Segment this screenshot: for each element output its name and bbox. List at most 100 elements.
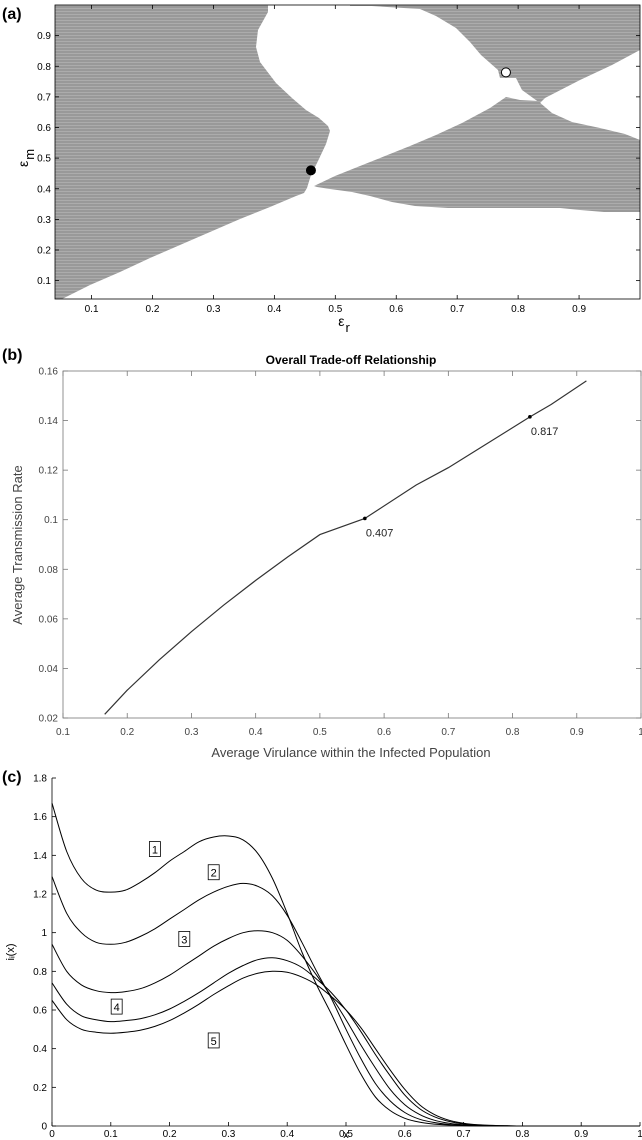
panel-b-title: Overall Trade-off Relationship xyxy=(266,353,437,367)
c-xtick-label: 0.3 xyxy=(221,1129,235,1140)
panel-c-ylabel: iᵢ(x) xyxy=(5,944,17,961)
series-label-5: 5 xyxy=(211,1036,217,1048)
panel-c-series xyxy=(51,802,640,1127)
series-label-2: 2 xyxy=(211,868,217,880)
c-xtick-label: 0.7 xyxy=(457,1129,471,1140)
b-xtick-label: 0.7 xyxy=(441,727,455,738)
open-point xyxy=(500,67,511,78)
c-xtick-label: 0.2 xyxy=(163,1129,177,1140)
panel-a-ticks: 0.1 0.2 0.3 0.4 0.5 0.6 0.7 0.8 0.9 0.1 0.2 0.3 0.4 0… xyxy=(37,5,640,315)
a-xtick-label: 0.4 xyxy=(267,304,281,315)
b-ytick-label: 0.06 xyxy=(39,614,59,625)
series-line-5 xyxy=(51,970,640,1127)
panel-b-label: (b) xyxy=(2,347,22,364)
panel-a-axes-frame xyxy=(54,4,641,300)
panel-a-xlabel-sub: r xyxy=(345,320,350,335)
c-xtick-label: 0.8 xyxy=(515,1129,529,1140)
a-ytick-label: 0.9 xyxy=(37,31,51,42)
panel-a-ylabel-main: ε xyxy=(15,161,31,167)
b-xtick-label: 0.5 xyxy=(313,727,327,738)
c-ytick-label: 1.8 xyxy=(33,774,47,785)
c-xtick-label: 0.5 xyxy=(339,1129,353,1140)
tradeoff-line xyxy=(104,380,587,715)
b-xtick-label: 1 xyxy=(638,727,642,738)
b-ytick-label: 0.16 xyxy=(39,367,59,378)
b-annotation-label: 0.817 xyxy=(531,426,559,438)
panel-c-series-labels: 1 2 3 4 5 xyxy=(110,841,220,1049)
a-xtick-label: 0.5 xyxy=(328,304,342,315)
stable-region-2 xyxy=(355,5,640,103)
a-ytick-label: 0.2 xyxy=(37,246,51,257)
c-ytick-label: 1 xyxy=(41,928,47,939)
a-ytick-label: 0.5 xyxy=(37,154,51,165)
c-xtick-label: 0.1 xyxy=(104,1129,118,1140)
a-ytick-label: 0.8 xyxy=(37,62,51,73)
b-xtick-label: 0.1 xyxy=(56,727,70,738)
b-ytick-label: 0.04 xyxy=(39,664,59,675)
b-ytick-label: 0.1 xyxy=(44,515,58,526)
b-xtick-label: 0.6 xyxy=(377,727,391,738)
c-ytick-label: 0 xyxy=(41,1122,47,1133)
series-label-box-2 xyxy=(207,864,220,881)
series-label-box-4 xyxy=(110,998,123,1015)
panel-a-xlabel-main: ε xyxy=(338,313,344,329)
c-ytick-label: 1.4 xyxy=(33,851,47,862)
c-ytick-label: 1.2 xyxy=(33,890,47,901)
panel-b-ylabel: Average Transmission Rate xyxy=(10,465,25,624)
a-ytick-label: 0.3 xyxy=(37,215,51,226)
c-xtick-label: 0.4 xyxy=(280,1129,294,1140)
c-xtick-label: 0 xyxy=(49,1129,55,1140)
panel-c-xlabel: x xyxy=(343,1129,349,1140)
a-ytick-label: 0.4 xyxy=(37,184,51,195)
series-label-4: 4 xyxy=(114,1002,120,1014)
b-ytick-label: 0.12 xyxy=(39,466,59,477)
panel-c-label: (c) xyxy=(2,769,22,786)
a-ytick-label: 0.6 xyxy=(37,123,51,134)
a-ytick-label: 0.7 xyxy=(37,92,51,103)
panel-a-xlabel: εr xyxy=(338,313,350,335)
panel-b-annotations: 0.407 0.817 xyxy=(363,415,558,539)
panel-c-axes-frame xyxy=(52,778,640,1126)
panel-b-xlabel: Average Virulance within the Infected Po… xyxy=(211,745,490,760)
c-ytick-label: 0.2 xyxy=(33,1083,47,1094)
b-annotation-label: 0.407 xyxy=(366,527,394,539)
a-xtick-label: 0.7 xyxy=(450,304,464,315)
c-ytick-label: 0.8 xyxy=(33,967,47,978)
a-xtick-label: 0.9 xyxy=(572,304,586,315)
stable-region-3 xyxy=(314,97,640,212)
b-ytick-label: 0.02 xyxy=(39,714,59,725)
series-label-3: 3 xyxy=(181,934,187,946)
a-xtick-label: 0.3 xyxy=(206,304,220,315)
series-label-box-3 xyxy=(178,931,191,947)
series-label-box-5 xyxy=(207,1032,220,1049)
c-ytick-label: 1.6 xyxy=(33,812,47,823)
c-xtick-label: 1 xyxy=(637,1129,642,1140)
b-xtick-label: 0.3 xyxy=(184,727,198,738)
panel-a-points xyxy=(305,67,511,176)
filled-point xyxy=(305,165,316,176)
series-line-4 xyxy=(51,957,640,1127)
b-annotation-dot xyxy=(528,415,532,419)
top-strip xyxy=(350,5,640,6)
panel-c: (c) 0 0.1 0.2 0.3 0.4 0.5 0.6 0.7 0.8 0.9 1 0 0.2 0.4… xyxy=(2,769,642,1140)
b-ytick-label: 0.08 xyxy=(39,565,59,576)
b-annotation-dot xyxy=(363,516,367,521)
series-label-1: 1 xyxy=(152,845,158,857)
panel-a-ylabel-sub: m xyxy=(22,149,37,160)
panel-b-axes-frame xyxy=(62,370,642,719)
panel-a-ylabel: εm xyxy=(15,149,37,167)
b-ytick-label: 0.14 xyxy=(39,416,59,427)
series-line-2 xyxy=(51,876,640,1127)
a-xtick-label: 0.6 xyxy=(389,304,403,315)
c-xtick-label: 0.6 xyxy=(398,1129,412,1140)
series-label-box-1 xyxy=(148,841,161,857)
panel-c-ticks: 0 0.1 0.2 0.3 0.4 0.5 0.6 0.7 0.8 0.9 1 0 0.2 0.4 0.6 0… xyxy=(33,774,642,1140)
c-xtick-label: 0.9 xyxy=(574,1129,588,1140)
b-xtick-label: 0.2 xyxy=(120,727,134,738)
a-ytick-label: 0.1 xyxy=(37,276,51,287)
a-xtick-label: 0.2 xyxy=(146,304,160,315)
series-line-1 xyxy=(51,802,640,1127)
c-ytick-label: 0.4 xyxy=(33,1044,47,1055)
stable-region-1 xyxy=(55,5,330,299)
